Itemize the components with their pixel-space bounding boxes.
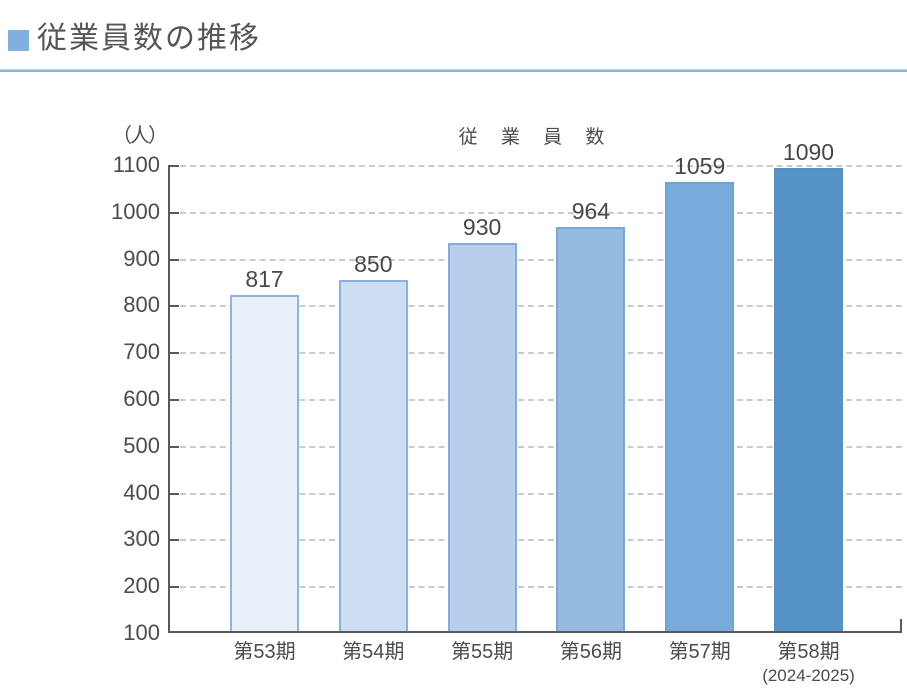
y-axis-unit-label: （人） xyxy=(112,125,168,147)
y-tick-label-600: 600 xyxy=(123,386,160,411)
x-tick-label-第54期: 第54期 xyxy=(342,641,405,663)
x-axis-right-end-tick xyxy=(900,619,902,631)
y-tick-mark-700 xyxy=(170,352,179,355)
y-tick-mark-200 xyxy=(170,586,179,589)
y-tick-label-800: 800 xyxy=(123,292,160,318)
gridline-1000 xyxy=(170,211,902,214)
bar-第54期 xyxy=(338,280,408,631)
y-tick-mark-300 xyxy=(170,539,179,542)
x-tick-label-第53期: 第53期 xyxy=(233,641,296,663)
y-tick-label-100: 100 xyxy=(123,620,160,645)
x-tick-label-第55期: 第55期 xyxy=(450,641,514,663)
bar-第53期 xyxy=(230,295,299,631)
gridline-300 xyxy=(170,539,902,542)
x-tick-label-第56期: 第56期 xyxy=(559,641,623,663)
page-title: 従業員数の推移 xyxy=(37,22,261,55)
bar-value-label: 964 xyxy=(571,197,611,224)
bar-第55期 xyxy=(447,242,517,631)
bar-value-label: 850 xyxy=(354,251,393,277)
y-tick-label-200: 200 xyxy=(123,573,160,599)
x-tick-label-第57期: 第57期 xyxy=(668,641,731,663)
y-tick-mark-800 xyxy=(170,305,179,308)
title-bullet-square-icon xyxy=(8,30,29,51)
bar-第57期 xyxy=(665,182,735,631)
header-underline xyxy=(0,69,907,72)
plot-area: 817 第53期 850 第54期 930 第55期 964 第56期 1059 第57期 1090… xyxy=(168,139,902,685)
gridline-200 xyxy=(170,586,902,589)
gridline-600 xyxy=(170,399,902,401)
y-tick-mark-400 xyxy=(170,492,179,495)
bar-value-label: 1059 xyxy=(674,153,726,180)
x-tick-label-第58期: 第58期 (2024-2025) xyxy=(734,641,884,686)
y-tick-label-300: 300 xyxy=(123,526,160,552)
y-tick-label-1100: 1100 xyxy=(112,152,160,177)
chart-title: 従 業 員 数 xyxy=(458,127,614,148)
y-tick-mark-600 xyxy=(170,399,179,401)
gridline-400 xyxy=(170,492,902,495)
y-tick-label-900: 900 xyxy=(123,245,160,271)
bar-value-label: 817 xyxy=(245,266,284,293)
gridline-900 xyxy=(170,258,902,261)
y-tick-mark-1100 xyxy=(170,165,179,167)
x-tick-sublabel: (2024-2025) xyxy=(762,666,855,685)
y-tick-mark-1000 xyxy=(170,211,179,214)
y-tick-mark-900 xyxy=(170,258,179,261)
bar-第58期 xyxy=(774,167,843,631)
y-tick-mark-500 xyxy=(170,445,179,448)
gridline-1100 xyxy=(170,165,902,167)
gridline-700 xyxy=(170,352,902,355)
y-tick-label-400: 400 xyxy=(123,479,160,505)
y-tick-label-700: 700 xyxy=(123,339,160,365)
bar-value-label: 930 xyxy=(462,213,502,240)
y-tick-label-500: 500 xyxy=(123,432,160,458)
gridline-500 xyxy=(170,445,902,448)
y-tick-label-1000: 1000 xyxy=(111,198,160,224)
bar-第56期 xyxy=(556,226,626,631)
gridline-800 xyxy=(170,305,902,308)
bar-value-label: 1090 xyxy=(782,138,835,165)
